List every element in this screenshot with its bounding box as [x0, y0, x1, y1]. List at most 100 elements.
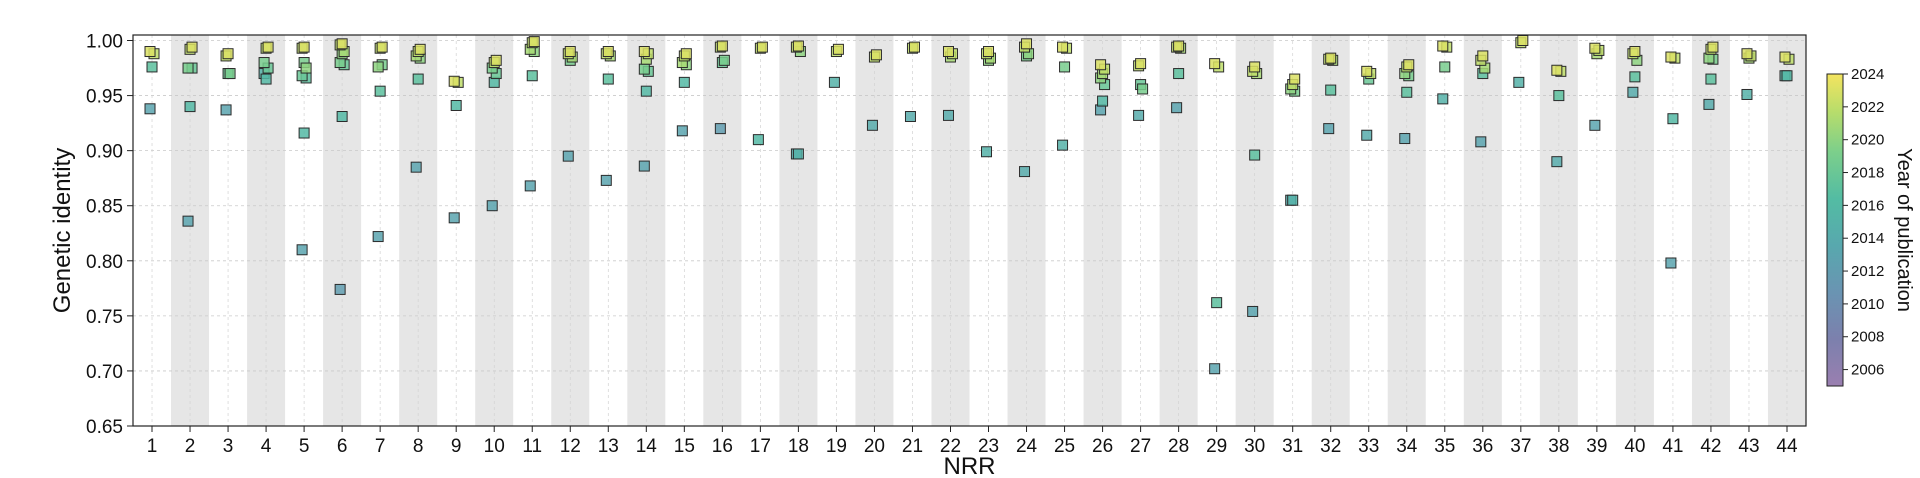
data-point: [678, 76, 690, 88]
y-axis-title: Genetic identity: [49, 148, 76, 313]
data-point: [376, 41, 388, 53]
colorbar: 2006 2008 2010 2012 2014 2016 2018 2020 2022 2024…: [1826, 66, 1915, 387]
data-point: [222, 48, 234, 60]
data-point: [184, 101, 196, 113]
data-point: [1173, 68, 1185, 80]
data-point: [1703, 98, 1715, 110]
x-tick-label: 21: [902, 436, 923, 457]
colorbar-tick-label: 2008: [1851, 329, 1884, 346]
colorbar-tick-label: 2024: [1851, 66, 1884, 83]
data-point: [144, 103, 156, 115]
x-tick-label: 37: [1510, 436, 1531, 457]
data-point: [1059, 61, 1071, 73]
data-point: [1171, 102, 1183, 114]
data-point: [1741, 88, 1753, 100]
data-point: [1247, 305, 1259, 317]
data-point: [756, 41, 768, 53]
y-axis-ticks: 0.65 0.70 0.75 0.80 0.85 0.90 0.95 1.00: [86, 32, 133, 438]
x-tick-label: 5: [299, 436, 310, 457]
data-point: [1741, 48, 1753, 60]
x-tick-label: 17: [750, 436, 771, 457]
data-point: [410, 161, 422, 173]
x-tick-label: 26: [1092, 436, 1113, 457]
x-tick-label: 22: [940, 436, 961, 457]
y-tick-label: 0.90: [86, 142, 123, 163]
x-tick-label: 28: [1168, 436, 1189, 457]
x-tick-label: 35: [1434, 436, 1455, 457]
data-point: [718, 54, 730, 66]
data-point: [1399, 133, 1411, 145]
data-point: [1021, 38, 1033, 50]
data-point: [638, 160, 650, 172]
x-tick-label: 15: [674, 436, 695, 457]
y-tick-label: 0.65: [86, 417, 123, 438]
x-tick-label: 27: [1130, 436, 1151, 457]
colorbar-tick-label: 2010: [1851, 296, 1884, 313]
y-tick-label: 0.80: [86, 252, 123, 273]
data-point: [640, 85, 652, 97]
grid-lines: [133, 35, 1806, 427]
data-point: [220, 104, 232, 116]
data-point: [372, 231, 384, 243]
data-point: [1517, 35, 1529, 47]
colorbar-tick-label: 2014: [1851, 230, 1884, 247]
data-point: [296, 244, 308, 256]
data-point: [562, 150, 574, 162]
data-point: [374, 85, 386, 97]
data-point: [1779, 51, 1791, 63]
data-point: [224, 68, 236, 80]
data-point: [1629, 71, 1641, 83]
data-point: [1209, 363, 1221, 375]
x-tick-label: 39: [1586, 436, 1607, 457]
x-tick-label: 43: [1738, 436, 1759, 457]
x-tick-label: 44: [1776, 436, 1798, 457]
data-point: [1439, 61, 1451, 73]
x-tick-label: 38: [1548, 436, 1569, 457]
data-point: [448, 75, 460, 87]
data-points: [144, 35, 1795, 375]
data-point: [716, 40, 728, 52]
data-point: [334, 283, 346, 295]
x-tick-label: 31: [1282, 436, 1303, 457]
data-point: [1209, 58, 1221, 70]
x-tick-label: 3: [223, 436, 234, 457]
x-tick-label: 4: [261, 436, 272, 457]
data-point: [262, 41, 274, 53]
data-point: [490, 54, 502, 66]
colorbar-tick-label: 2022: [1851, 99, 1884, 116]
data-point: [526, 70, 538, 82]
x-tick-label: 25: [1054, 436, 1075, 457]
data-point: [1553, 90, 1565, 102]
x-tick-label: 12: [560, 436, 581, 457]
y-tick-label: 0.70: [86, 362, 123, 383]
x-tick-label: 34: [1396, 436, 1418, 457]
data-point: [1135, 58, 1147, 70]
data-point: [792, 148, 804, 160]
data-point: [1665, 257, 1677, 269]
data-point: [372, 61, 384, 73]
plot-frame: [132, 34, 1807, 427]
x-tick-label: 18: [788, 436, 809, 457]
data-point: [714, 123, 726, 135]
data-point: [1057, 41, 1069, 53]
data-point: [1475, 136, 1487, 148]
data-point: [1401, 86, 1413, 98]
data-point: [1289, 73, 1301, 85]
data-point: [182, 62, 194, 74]
x-axis-ticks: 1 2 3 4 5 6 7 8 9 10 11 12 13 14 15 16 17 18 19 20 21 22 23 24 2…: [147, 426, 1798, 457]
data-point: [182, 215, 194, 227]
data-point: [1173, 40, 1185, 52]
x-tick-label: 8: [413, 436, 424, 457]
data-point: [1211, 297, 1223, 309]
data-point: [1325, 52, 1337, 64]
data-point: [1325, 84, 1337, 96]
data-point: [1361, 65, 1373, 77]
data-point: [414, 43, 426, 55]
x-tick-label: 13: [598, 436, 619, 457]
data-point: [680, 48, 692, 60]
data-point: [602, 73, 614, 85]
data-point: [1629, 46, 1641, 58]
colorbar-title: Year of publication: [1893, 148, 1915, 312]
data-point: [298, 41, 310, 53]
data-point: [258, 57, 270, 69]
